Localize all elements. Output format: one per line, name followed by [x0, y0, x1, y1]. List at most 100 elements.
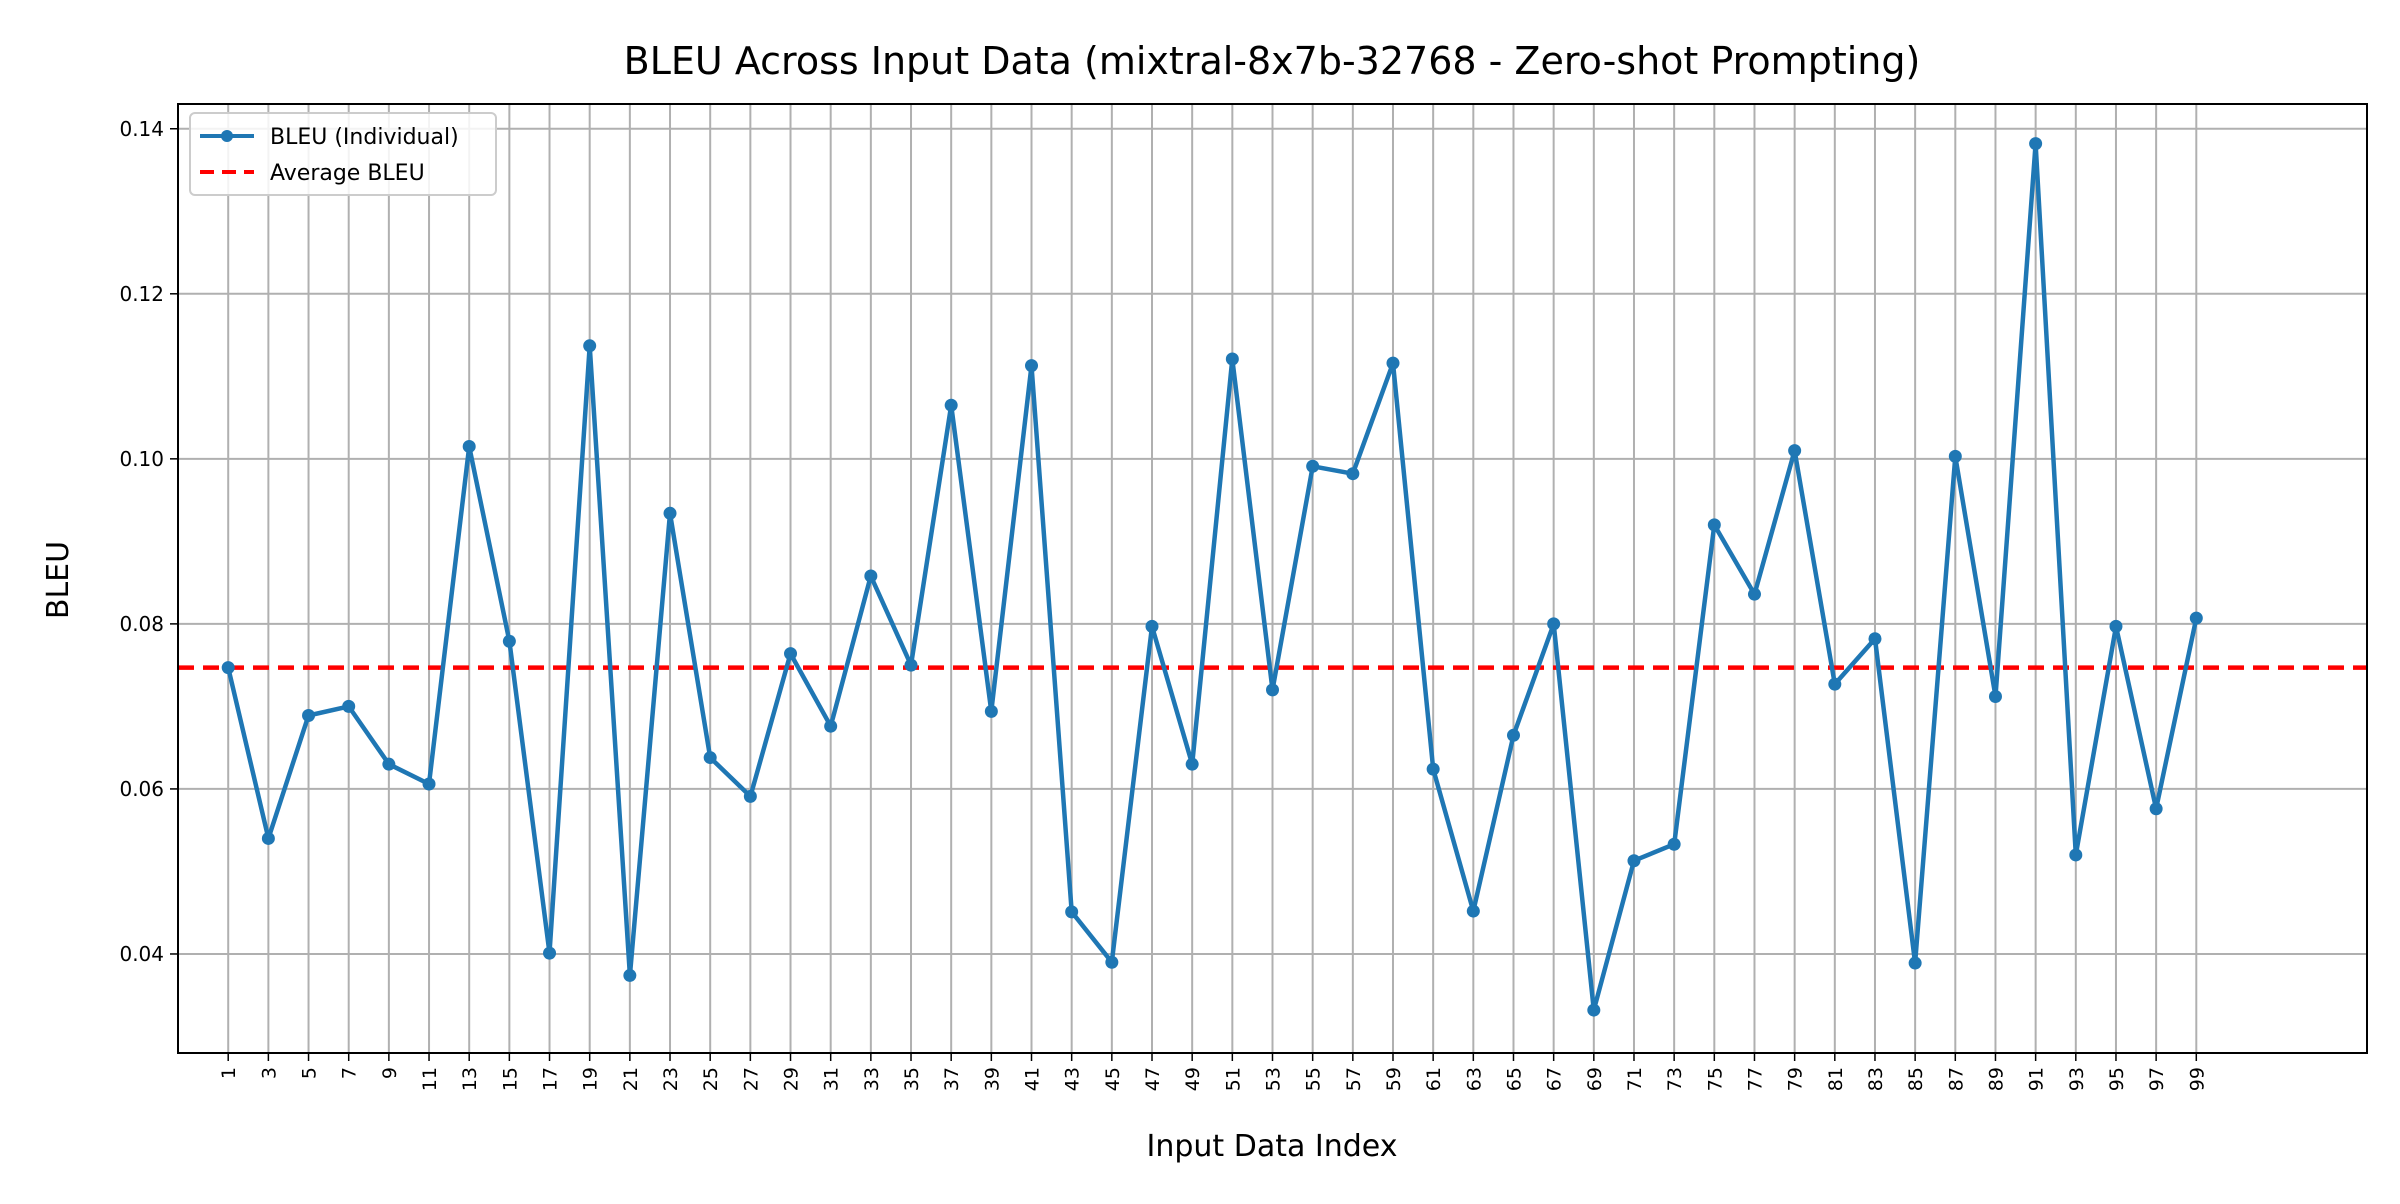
x-tick-label: 99: [2186, 1067, 2208, 1091]
y-tick-label: 0.10: [119, 447, 164, 471]
bleu-data-point: [221, 661, 235, 675]
x-tick-label: 35: [901, 1067, 923, 1091]
bleu-data-point: [1025, 359, 1039, 373]
bleu-data-point: [1346, 467, 1360, 481]
x-tick-label: 83: [1865, 1067, 1887, 1091]
bleu-data-point: [302, 708, 316, 722]
bleu-data-point: [1587, 1003, 1601, 1017]
x-tick-label: 97: [2146, 1067, 2168, 1091]
x-tick-label: 59: [1383, 1067, 1405, 1091]
bleu-data-point: [261, 831, 275, 845]
x-tick-label: 95: [2106, 1067, 2128, 1091]
bleu-data-point: [502, 634, 516, 648]
x-tick-label: 23: [660, 1067, 682, 1091]
x-tick-label: 73: [1664, 1067, 1686, 1091]
x-tick-label: 93: [2066, 1067, 2088, 1091]
y-tick-label: 0.08: [119, 612, 164, 636]
bleu-data-point: [1627, 854, 1641, 868]
bleu-data-point: [864, 569, 878, 583]
x-tick-label: 87: [1945, 1067, 1967, 1091]
bleu-data-point: [1868, 632, 1882, 646]
bleu-data-point: [1948, 449, 1962, 463]
x-tick-label: 1: [218, 1067, 240, 1079]
x-tick-label: 75: [1704, 1067, 1726, 1091]
bleu-data-point: [824, 719, 838, 733]
bleu-data-point: [1988, 690, 2002, 704]
x-tick-label: 45: [1102, 1067, 1124, 1091]
bleu-data-point: [663, 506, 677, 520]
bleu-data-point: [1105, 955, 1119, 969]
bleu-data-point: [1225, 352, 1239, 366]
bleu-individual-line: [226, 141, 2199, 1013]
bleu-data-point: [1908, 956, 1922, 970]
x-tick-label: 63: [1463, 1067, 1485, 1091]
bleu-data-point: [623, 968, 637, 982]
x-tick-label: 53: [1263, 1067, 1285, 1091]
x-tick-label: 21: [620, 1067, 642, 1091]
x-tick-label: 49: [1182, 1067, 1204, 1091]
x-tick-label: 85: [1905, 1067, 1927, 1091]
x-tick-label: 13: [459, 1067, 481, 1091]
bleu-data-point: [1788, 444, 1802, 458]
x-tick-label: 5: [299, 1067, 321, 1079]
x-tick-label: 29: [781, 1067, 803, 1091]
x-tick-label: 3: [258, 1067, 280, 1079]
bleu-data-point: [1747, 587, 1761, 601]
x-tick-label: 25: [700, 1067, 722, 1091]
bleu-data-point: [1828, 677, 1842, 691]
bleu-data-point: [1145, 619, 1159, 633]
x-tick-label: 65: [1503, 1067, 1525, 1091]
x-tick-label: 9: [379, 1067, 401, 1079]
x-tick-label: 47: [1142, 1067, 1164, 1091]
legend-label-average-bleu: Average BLEU: [270, 161, 425, 186]
chart-title: BLEU Across Input Data (mixtral-8x7b-327…: [624, 39, 1921, 83]
x-tick-label: 81: [1825, 1067, 1847, 1091]
bleu-data-point: [342, 699, 356, 713]
x-tick-label: 67: [1544, 1067, 1566, 1091]
bleu-data-point: [743, 789, 757, 803]
bleu-data-point: [462, 439, 476, 453]
y-ticks: 0.04 0.06 0.08 0.10 0.12 0.14: [119, 117, 178, 966]
bleu-data-point: [1065, 905, 1079, 919]
legend: BLEU (Individual) Average BLEU: [189, 112, 497, 196]
bleu-data-point: [543, 946, 557, 960]
legend-marker-bleu-individual: [221, 130, 233, 142]
x-tick-label: 77: [1744, 1067, 1766, 1091]
bleu-data-point: [2189, 611, 2203, 625]
y-tick-label: 0.12: [119, 282, 164, 306]
x-tick-label: 89: [1985, 1067, 2007, 1091]
x-axis-label: Input Data Index: [1147, 1129, 1398, 1164]
bleu-data-point: [1466, 904, 1480, 918]
legend-label-bleu-individual: BLEU (Individual): [270, 125, 459, 150]
y-tick-label: 0.14: [119, 117, 164, 141]
grid: [178, 104, 2367, 1053]
x-tick-label: 39: [981, 1067, 1003, 1091]
bleu-data-point: [1306, 459, 1320, 473]
x-tick-label: 27: [740, 1067, 762, 1091]
bleu-data-point: [904, 658, 918, 672]
x-tick-label: 91: [2026, 1067, 2048, 1091]
bleu-data-point: [984, 704, 998, 718]
bleu-data-point: [2029, 137, 2043, 151]
bleu-data-point: [382, 757, 396, 771]
bleu-data-point: [1547, 617, 1561, 631]
bleu-data-point: [944, 398, 958, 412]
bleu-data-point: [1386, 356, 1400, 370]
bleu-data-point: [1707, 518, 1721, 532]
y-tick-label: 0.06: [119, 777, 164, 801]
series-layer: [221, 137, 2203, 1017]
legend-box: [189, 112, 497, 196]
x-tick-label: 41: [1022, 1067, 1044, 1091]
bleu-data-point: [1266, 683, 1279, 697]
y-tick-label: 0.04: [119, 942, 164, 966]
x-tick-label: 31: [821, 1067, 843, 1091]
bleu-data-point: [784, 647, 798, 661]
x-tick-label: 33: [861, 1067, 883, 1091]
x-ticks: 1 3 5 7 9 11 13 15 17 19 21 23 25 27 29 31 33 35 37 39 41 43 4…: [218, 1053, 2208, 1091]
bleu-data-point: [2069, 848, 2083, 862]
x-tick-label: 69: [1584, 1067, 1606, 1091]
bleu-data-point: [1667, 837, 1681, 851]
x-tick-label: 57: [1343, 1067, 1365, 1091]
x-tick-label: 43: [1062, 1067, 1084, 1091]
x-tick-label: 71: [1624, 1067, 1646, 1091]
